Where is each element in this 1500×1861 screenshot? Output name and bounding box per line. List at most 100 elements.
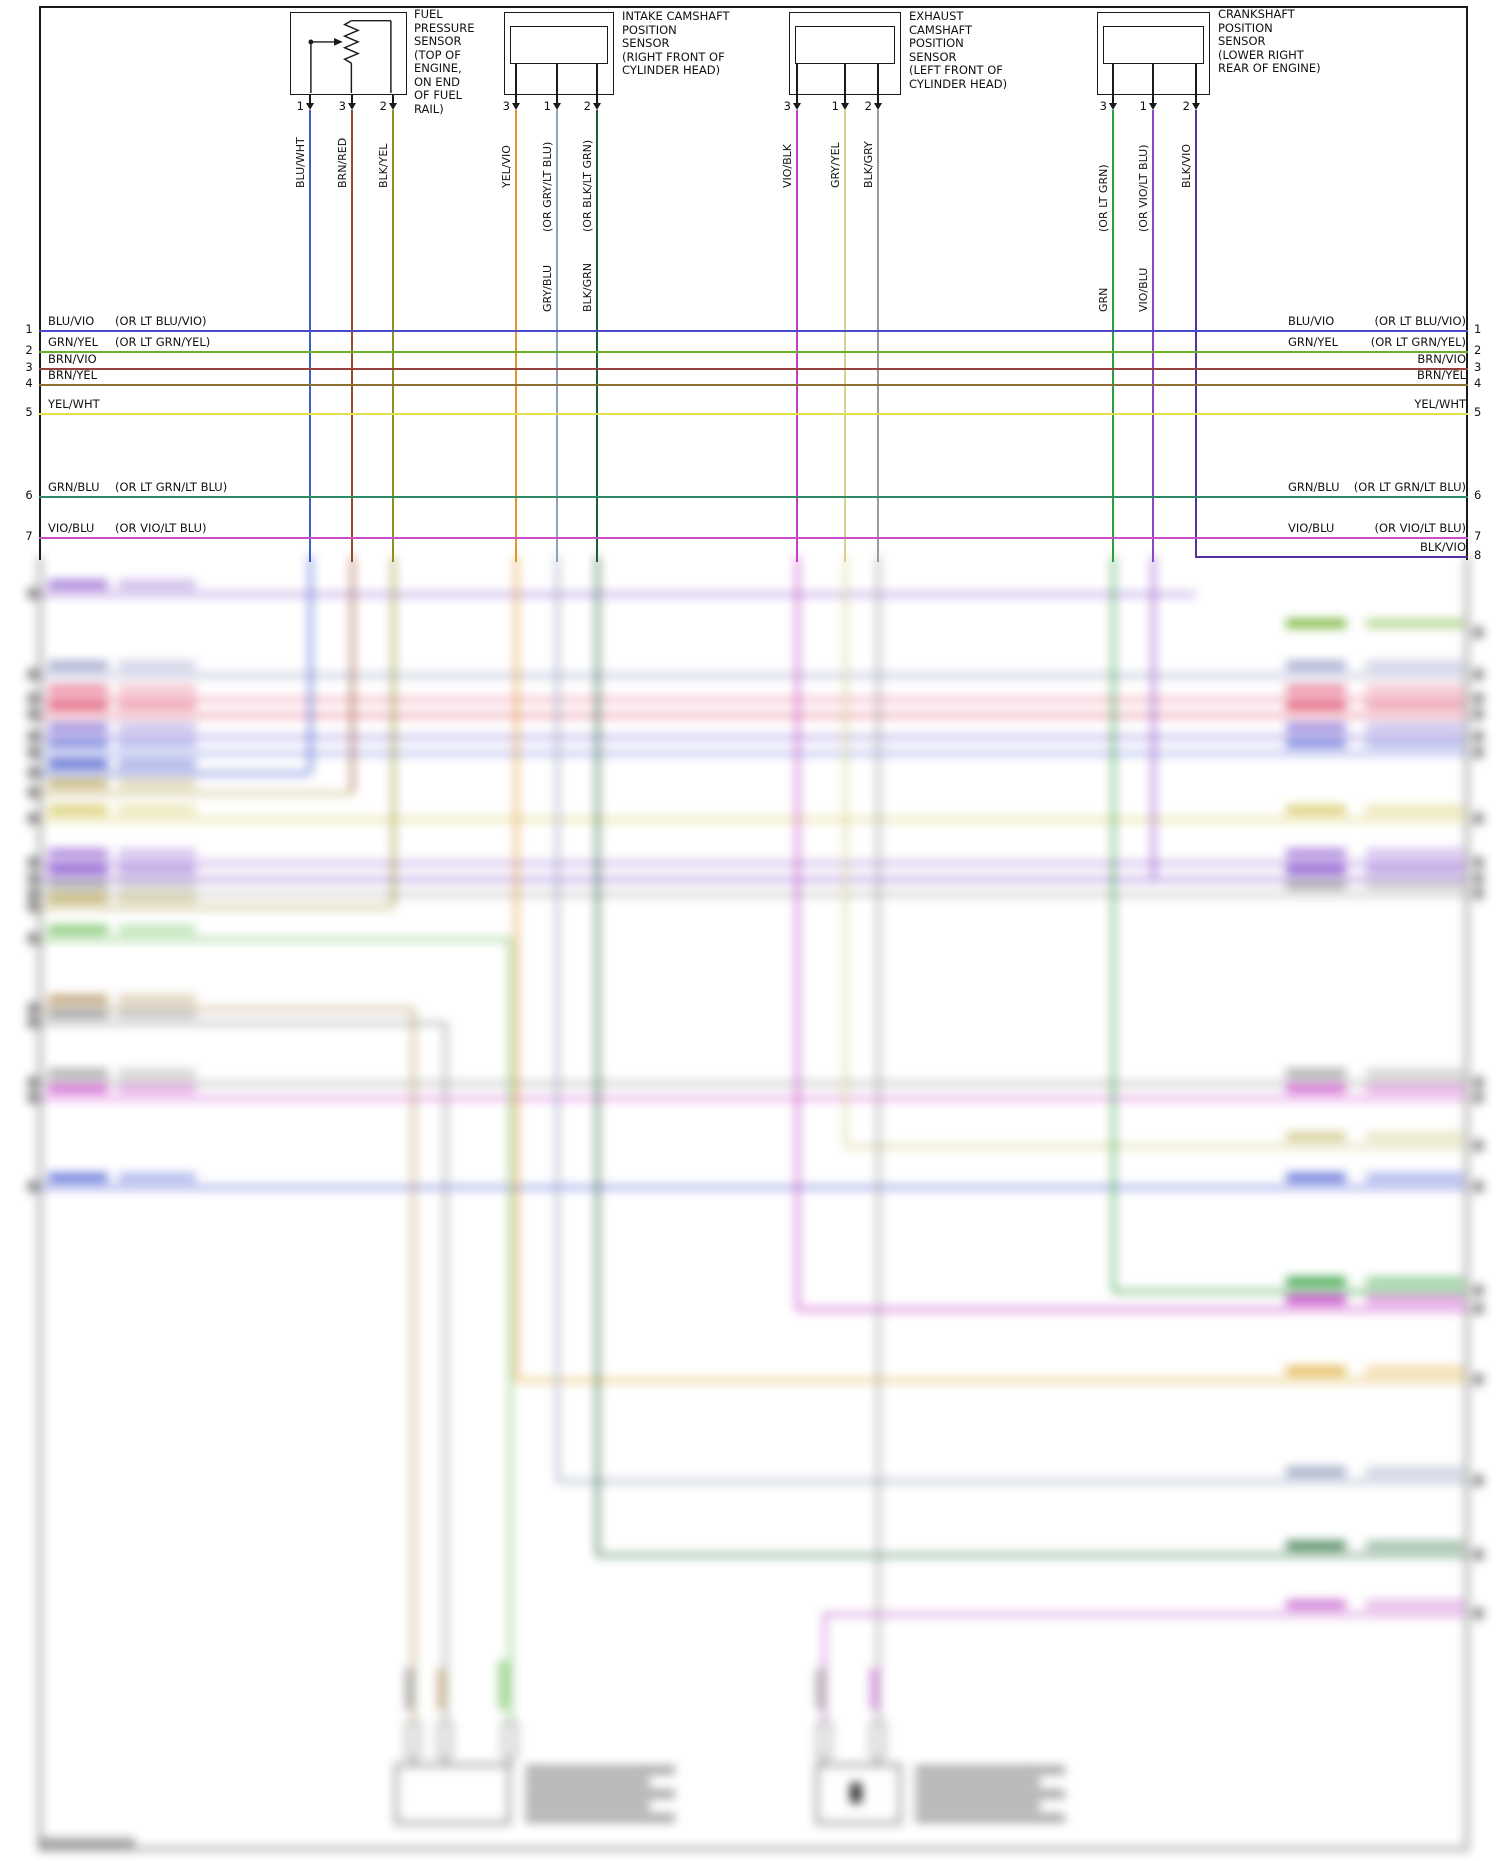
sensor-label-crankshaft: CRANKSHAFT POSITION SENSOR (LOWER RIGHT … bbox=[1218, 7, 1321, 76]
row-number-blur bbox=[1474, 1374, 1483, 1385]
label-blur bbox=[48, 995, 108, 1004]
label-blur bbox=[48, 1173, 108, 1182]
potentiometer-symbol bbox=[308, 19, 392, 93]
wire-alt-label: (OR LT GRN/YEL) bbox=[1370, 335, 1466, 349]
label-blur bbox=[1366, 865, 1464, 874]
wire-blurred bbox=[39, 1186, 1468, 1189]
text-blur bbox=[915, 1766, 1065, 1774]
wire-blurred bbox=[39, 1097, 1468, 1100]
wire-label: BRN/VIO bbox=[1417, 352, 1466, 366]
pin-arrow-icon bbox=[793, 103, 801, 110]
crankshaft-position-sensor-connector bbox=[1103, 26, 1204, 64]
wire-blurred bbox=[877, 556, 880, 1722]
wire-blurred bbox=[509, 938, 512, 1722]
label-blur bbox=[48, 779, 108, 788]
wire-blu-vio bbox=[39, 330, 1468, 332]
sensor-label-exhaust-camshaft: EXHAUST CAMSHAFT POSITION SENSOR (LEFT F… bbox=[909, 9, 1008, 91]
connector-blurred bbox=[405, 1722, 421, 1758]
diagram-border bbox=[39, 6, 1468, 560]
label-blur bbox=[48, 1069, 108, 1078]
row-number-left: 6 bbox=[25, 488, 33, 502]
label-blur bbox=[118, 805, 196, 814]
row-number-blur bbox=[28, 1017, 37, 1028]
label-blur bbox=[1286, 701, 1346, 710]
pin-arrow-icon bbox=[1109, 103, 1117, 110]
label-blur bbox=[1366, 685, 1464, 694]
label-blur bbox=[1286, 1173, 1346, 1182]
wire-label: BRN/YEL bbox=[48, 368, 98, 382]
label-blur bbox=[118, 739, 196, 748]
wire-label: BLK/GRY bbox=[862, 141, 875, 188]
label-blur bbox=[118, 701, 196, 710]
wire-brn-red bbox=[351, 110, 353, 562]
wire-alt-label: (OR VIO/LT BLU) bbox=[115, 521, 207, 535]
wire-blurred bbox=[597, 1554, 1468, 1557]
label-blur bbox=[118, 893, 196, 902]
wire-blurred bbox=[844, 556, 847, 1145]
label-blur bbox=[1366, 739, 1464, 748]
row-number-left: 7 bbox=[25, 529, 33, 543]
wire-label: BLK/VIO bbox=[1180, 143, 1193, 188]
wire-label: BLU/VIO bbox=[48, 314, 95, 328]
row-number-blur bbox=[1474, 1092, 1483, 1103]
label-blur bbox=[1366, 805, 1464, 814]
label-blur bbox=[48, 865, 108, 874]
pin-number: 2 bbox=[864, 99, 872, 113]
module-blurred bbox=[395, 1764, 510, 1824]
label-blur bbox=[1286, 1541, 1346, 1550]
label-blur bbox=[1286, 739, 1346, 748]
row-number-blur bbox=[1474, 1285, 1483, 1296]
border-blurred-left bbox=[39, 556, 41, 1850]
wire-blurred bbox=[556, 556, 559, 1480]
pin-lead bbox=[1195, 64, 1197, 103]
pin-arrow-icon bbox=[874, 103, 882, 110]
wire-label: GRY/YEL bbox=[829, 142, 842, 188]
row-number-blur bbox=[28, 747, 37, 758]
wire-blurred bbox=[39, 906, 393, 909]
label-blur bbox=[118, 759, 196, 768]
border-blurred-bottom bbox=[39, 1848, 1468, 1850]
row-number-blur bbox=[1474, 1608, 1483, 1619]
intake-camshaft-position-sensor-connector bbox=[510, 26, 608, 64]
text-blur bbox=[915, 1814, 1065, 1822]
pin-lead bbox=[877, 64, 879, 103]
wire-label: GRN/BLU bbox=[48, 480, 100, 494]
wire-blurred bbox=[39, 736, 1468, 739]
sensor-label-intake-camshaft: INTAKE CAMSHAFT POSITION SENSOR (RIGHT F… bbox=[622, 9, 730, 78]
label-blur bbox=[48, 701, 108, 710]
row-number-blur bbox=[28, 901, 37, 912]
wire-blurred bbox=[39, 752, 1468, 755]
wire-blurred bbox=[39, 893, 1468, 896]
wire-yel-wht bbox=[39, 413, 1468, 415]
row-number-blur bbox=[28, 588, 37, 599]
pin-arrow-icon bbox=[1192, 103, 1200, 110]
wire-blurred bbox=[39, 1082, 1468, 1085]
connector-blurred bbox=[502, 1722, 518, 1758]
row-number-blur bbox=[1474, 1303, 1483, 1314]
row-number-right: 8 bbox=[1474, 548, 1482, 562]
row-number-blur bbox=[28, 813, 37, 824]
label-blur bbox=[1286, 1467, 1346, 1476]
pin-lead-blurred bbox=[444, 1758, 446, 1766]
row-number-left: 2 bbox=[25, 343, 33, 357]
wire-vio-blu bbox=[39, 537, 1468, 539]
row-number-blur bbox=[28, 767, 37, 778]
wire-blk-gry bbox=[877, 110, 879, 562]
wire-alt-label: (OR LT GRN/YEL) bbox=[115, 335, 211, 349]
label-blur bbox=[48, 925, 108, 934]
label-blur bbox=[118, 880, 196, 889]
wire-label: BRN/VIO bbox=[48, 352, 97, 366]
label-blur bbox=[48, 759, 108, 768]
wire-blurred bbox=[39, 792, 352, 795]
label-blur bbox=[118, 661, 196, 670]
pin-arrow-icon bbox=[1149, 103, 1157, 110]
wire-blurred bbox=[797, 1308, 1468, 1311]
label-blur bbox=[118, 685, 196, 694]
wire-label: BLU/WHT bbox=[294, 137, 307, 188]
label-blur bbox=[1286, 1132, 1346, 1141]
wire-label: BLU/VIO bbox=[1288, 314, 1335, 328]
wire-label: YEL/VIO bbox=[500, 145, 513, 188]
row-number-blur bbox=[28, 693, 37, 704]
pin-lead bbox=[309, 95, 311, 103]
row-number-left: 4 bbox=[25, 376, 33, 390]
